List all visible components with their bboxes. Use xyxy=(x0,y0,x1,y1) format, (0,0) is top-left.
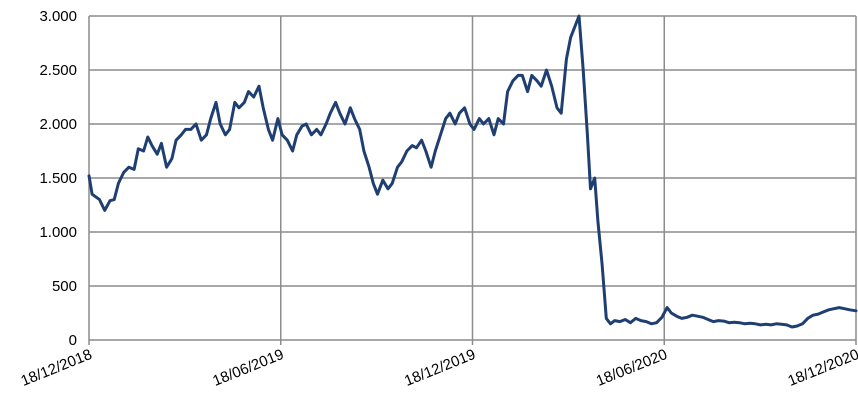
series-line xyxy=(87,14,858,329)
series-layer xyxy=(87,14,858,329)
y-tick-label: 0 xyxy=(69,332,77,349)
x-tick-label: 18/06/2020 xyxy=(594,346,670,390)
y-tick-label: 1.000 xyxy=(39,224,77,241)
x-tick-labels: 18/12/2018 18/06/2019 18/12/2019 18/06/2020… xyxy=(19,346,858,390)
x-tick-label: 18/12/2018 xyxy=(19,346,95,390)
y-tick-label: 3.000 xyxy=(39,8,77,25)
x-tick-label: 18/06/2019 xyxy=(210,346,286,390)
x-tick-label: 18/12/2019 xyxy=(402,346,478,390)
y-tick-label: 2.000 xyxy=(39,116,77,133)
x-tick-label: 18/12/2020 xyxy=(786,346,858,390)
y-tick-label: 500 xyxy=(52,278,77,295)
y-tick-label: 2.500 xyxy=(39,62,77,79)
y-tick-labels: 0 500 1.000 1.500 2.000 2.500 3.000 xyxy=(39,8,77,349)
gridlines xyxy=(89,15,857,340)
y-tick-label: 1.500 xyxy=(39,170,77,187)
